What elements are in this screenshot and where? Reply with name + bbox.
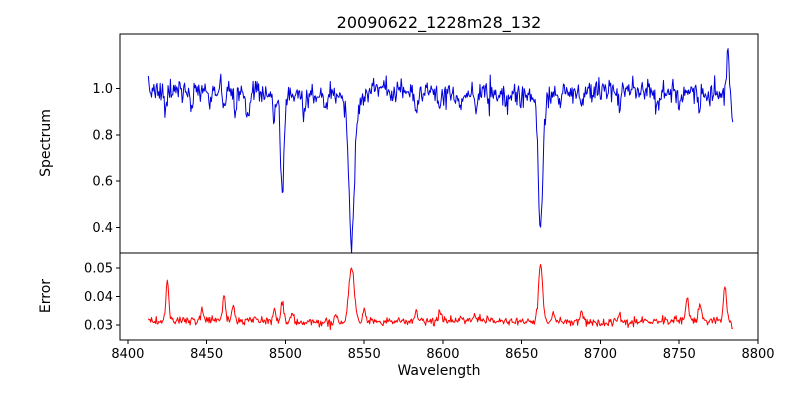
y-tick-label: 0.04 xyxy=(84,290,113,305)
y-tick-label: 0.8 xyxy=(92,128,113,143)
y-tick-label: 1.0 xyxy=(92,82,113,97)
x-tick-label: 8550 xyxy=(348,347,381,362)
y-tick-label: 0.6 xyxy=(92,175,113,190)
x-tick-label: 8600 xyxy=(426,347,459,362)
chart-title: 20090622_1228m28_132 xyxy=(336,13,542,32)
x-tick-label: 8450 xyxy=(190,347,223,362)
y-tick-label: 0.05 xyxy=(84,262,113,277)
x-tick-label: 8800 xyxy=(741,347,774,362)
x-tick-label: 8650 xyxy=(505,347,538,362)
x-tick-label: 8500 xyxy=(269,347,302,362)
y-tick-label: 0.4 xyxy=(92,221,113,236)
x-tick-label: 8400 xyxy=(111,347,144,362)
x-tick-label: 8700 xyxy=(584,347,617,362)
x-axis-label: Wavelength xyxy=(397,363,481,379)
error-panel-frame xyxy=(119,252,759,341)
y-tick-label: 0.03 xyxy=(84,319,113,334)
spectrum-line xyxy=(147,48,734,253)
spectrum-panel-frame xyxy=(119,33,759,254)
x-tick-label: 8750 xyxy=(663,347,696,362)
error-line xyxy=(147,263,734,331)
